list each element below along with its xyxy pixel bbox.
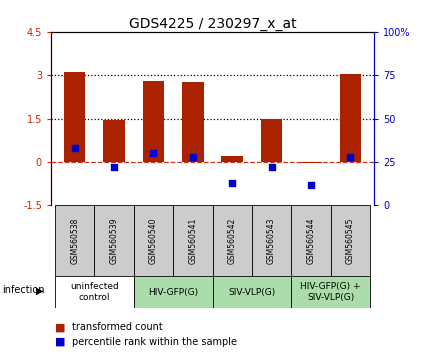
Text: SIV-VLP(G): SIV-VLP(G)	[228, 287, 275, 297]
Text: infection: infection	[2, 285, 45, 295]
Bar	[182, 82, 204, 162]
Text: GSM560540: GSM560540	[149, 217, 158, 264]
Text: ▶: ▶	[36, 285, 44, 295]
Point	[150, 150, 157, 156]
Text: HIV-GFP(G) +
SIV-VLP(G): HIV-GFP(G) + SIV-VLP(G)	[300, 282, 361, 302]
Point	[268, 164, 275, 170]
Bar	[212, 276, 291, 308]
Bar	[300, 162, 322, 164]
Bar	[221, 156, 243, 162]
Bar	[291, 205, 331, 276]
Text: GSM560545: GSM560545	[346, 217, 355, 264]
Text: GSM560541: GSM560541	[188, 217, 197, 264]
Bar	[103, 120, 125, 162]
Point	[110, 164, 117, 170]
Bar	[64, 72, 85, 162]
Bar	[212, 205, 252, 276]
Point	[190, 154, 196, 160]
Text: uninfected
control: uninfected control	[70, 282, 119, 302]
Bar	[173, 205, 212, 276]
Bar	[252, 205, 291, 276]
Bar	[134, 205, 173, 276]
Bar	[142, 81, 164, 162]
Text: ■: ■	[55, 337, 66, 347]
Title: GDS4225 / 230297_x_at: GDS4225 / 230297_x_at	[129, 17, 296, 31]
Bar	[331, 205, 370, 276]
Bar	[55, 276, 134, 308]
Point	[71, 145, 78, 151]
Text: ■: ■	[55, 322, 66, 332]
Text: GSM560543: GSM560543	[267, 217, 276, 264]
Bar	[134, 276, 212, 308]
Text: HIV-GFP(G): HIV-GFP(G)	[148, 287, 198, 297]
Bar	[261, 119, 283, 162]
Text: percentile rank within the sample: percentile rank within the sample	[72, 337, 237, 347]
Text: transformed count: transformed count	[72, 322, 163, 332]
Point	[347, 154, 354, 160]
Point	[229, 180, 235, 185]
Bar	[94, 205, 134, 276]
Bar	[55, 205, 94, 276]
Text: GSM560538: GSM560538	[70, 217, 79, 264]
Bar	[291, 276, 370, 308]
Text: GSM560544: GSM560544	[306, 217, 315, 264]
Text: GSM560542: GSM560542	[228, 217, 237, 264]
Text: GSM560539: GSM560539	[110, 217, 119, 264]
Point	[308, 182, 314, 187]
Bar	[340, 74, 361, 162]
